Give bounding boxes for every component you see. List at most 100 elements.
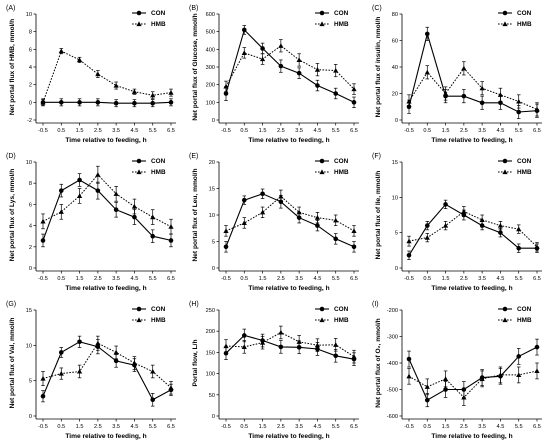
data-point-con [113,358,119,364]
x-tick-label: 2.5 [94,128,102,134]
legend-label-con: CON [517,10,532,17]
data-point-con [241,333,247,338]
series-line-hmb [42,173,172,228]
data-point-hmb [58,209,64,214]
x-tick-label: 0.5 [423,424,431,430]
x-tick-label: 3.5 [112,424,120,430]
y-axis-title: Net portal flux of Lys, mmol/h [9,169,16,261]
y-tick-label: 0 [29,266,32,272]
data-point-hmb [461,208,467,214]
data-point-hmb [442,223,449,228]
legend-marker-hmb [319,317,325,323]
series-con [406,338,540,408]
series-con [223,188,357,253]
x-tick-label: 4.5 [314,276,322,282]
data-point-con [58,188,64,193]
data-point-hmb [150,92,156,98]
x-tick-label: 2.5 [460,276,468,282]
legend-marker-con [502,306,508,312]
y-axis-title: Net portal flux of Leu, mmol/h [192,168,199,261]
y-axis-title: Net portal flux of O₂, mmol/h [375,318,382,407]
y-tick-label: 2 [29,245,32,251]
x-tick-label: 3.5 [478,424,486,430]
x-tick-label: 1.5 [442,276,450,282]
data-point-con [278,63,284,69]
y-tick-label: 0 [29,414,32,420]
x-tick-label: 6.5 [167,276,175,282]
legend-marker-con [136,10,142,16]
series-line-hmb [225,45,355,90]
legend-label-con: CON [151,306,166,313]
x-tick-label: 4.5 [497,424,505,430]
series-line-hmb [225,195,355,232]
x-tick-label: 3.5 [295,128,303,134]
x-axis-title: Time relative to feeding, h [431,433,512,440]
chart-panel-b: (B) 0 100 200 300 400 500 600 -0.5 0.5 1.5 2.5 3.5 4.… [189,5,359,144]
x-tick-label: -0.5 [38,128,48,134]
x-tick-label: 1.5 [76,424,84,430]
series-line-hmb [42,342,172,389]
data-point-hmb [259,340,266,345]
x-tick-label: 4.5 [497,128,505,134]
chart-panel-h: (H) 0 50 100 150 200 250 -0.5 0.5 1.5 2.5 3.5 4.5 5.5… [189,301,359,440]
x-axis-title: Time relative to feeding, h [431,137,512,144]
data-point-hmb [278,193,284,199]
data-point-hmb [479,85,485,91]
data-point-con [424,31,430,37]
data-point-hmb [351,228,357,233]
legend-marker-con [319,158,325,164]
data-point-hmb [278,329,284,335]
data-point-hmb [461,65,467,71]
data-point-hmb [296,339,302,344]
y-tick-label: 8 [29,181,32,187]
x-tick-label: 5.5 [332,128,340,134]
data-point-hmb [131,360,138,366]
data-point-con [77,339,82,345]
x-tick-label: 6.5 [533,276,541,282]
y-tick-label: 100 [206,100,215,106]
x-tick-label: 1.5 [259,424,267,430]
x-tick-label: -0.5 [38,424,48,430]
legend: CON HMB [498,158,532,176]
data-point-con [241,27,247,33]
y-tick-label: 40 [392,65,398,71]
y-tick-label: 2 [29,83,32,89]
x-tick-label: 3.5 [478,276,486,282]
x-tick-label: 2.5 [277,276,285,282]
data-point-con [479,223,485,228]
data-point-hmb [241,50,247,55]
x-axis-title: Time relative to feeding, h [65,285,146,292]
x-tick-label: 0.5 [240,128,248,134]
data-point-con [77,100,82,105]
legend-marker-hmb [319,169,325,175]
data-point-con [516,354,522,359]
data-point-hmb [351,86,357,92]
chart-panel-c: (C) 0 20 40 60 80 -0.5 0.5 1.5 2.5 3.5 4.5 5.5 6.5 Tim… [372,5,542,144]
legend: CON HMB [498,306,532,324]
data-point-hmb [516,98,522,104]
y-tick-label: 6 [29,202,32,208]
y-tick-label: 500 [206,30,215,36]
y-tick-label: -400 [387,361,398,367]
legend-label-hmb: HMB [334,21,349,28]
data-point-hmb [516,226,522,232]
legend-label-hmb: HMB [517,317,532,324]
y-tick-label: 0 [212,266,215,272]
data-point-con [168,100,174,105]
x-tick-label: 4.5 [314,128,322,134]
series-line-hmb [42,50,172,103]
data-point-hmb [406,98,412,104]
data-point-hmb [442,376,449,381]
legend: CON HMB [132,10,166,28]
y-tick-label: 20 [209,160,215,166]
data-point-hmb [534,106,540,112]
series-line-con [225,193,355,248]
chart-panel-e: (E) 0 5 10 15 20 -0.5 0.5 1.5 2.5 3.5 4.5 5.5 6.5 Time… [189,153,359,292]
y-tick-label: 8 [29,30,32,36]
data-point-hmb [497,372,504,378]
x-tick-label: 0.5 [423,276,431,282]
data-point-con [95,188,101,193]
legend-marker-hmb [319,21,325,27]
data-point-con [168,238,174,243]
y-axis-title: Net portal flux of insulin, nmol/h [375,17,382,118]
